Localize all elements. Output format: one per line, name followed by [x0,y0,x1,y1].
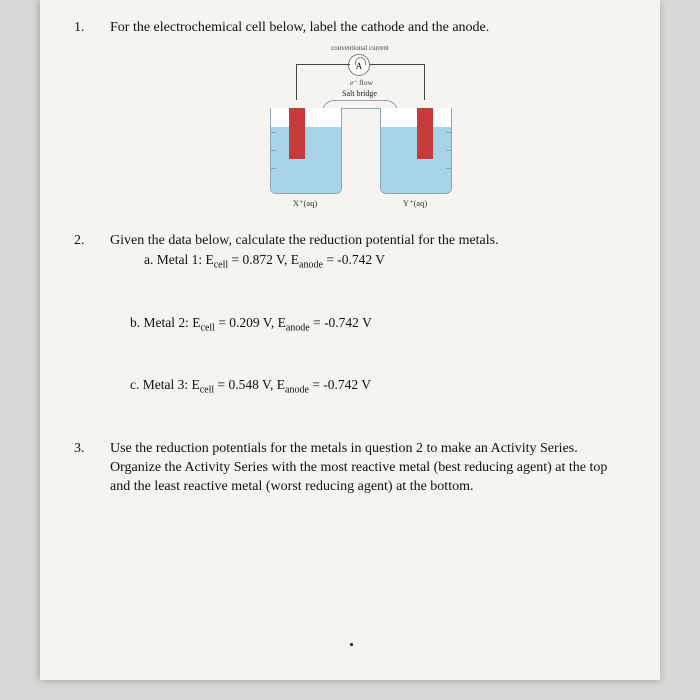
electron-flow-label: e⁻ flow [350,78,373,87]
q2-text: Given the data below, calculate the redu… [110,233,499,248]
wire [424,64,425,100]
q1-number: 1. [92,20,110,36]
tick-mark [270,132,276,133]
question-3: 3.Use the reduction potentials for the m… [110,440,630,497]
ammeter-icon: A [348,54,370,76]
question-1: 1.For the electrochemical cell below, la… [110,20,630,36]
q2-part-c: c. Metal 3: Ecell = 0.548 V, Eanode = -0… [130,377,630,396]
tick-mark [446,132,452,133]
worksheet-page: 1.For the electrochemical cell below, la… [40,0,660,680]
electrochemical-cell-diagram: conventional current A e⁻ flow Salt brid… [250,44,470,209]
electrode-x [289,108,305,159]
wire [296,64,350,65]
q2-part-a: a. Metal 1: Ecell = 0.872 V, Eanode = -0… [144,252,630,271]
beaker-right: Y [380,108,452,194]
q1-text: For the electrochemical cell below, labe… [110,20,489,35]
solution-left-label: X⁺(aq) [270,198,340,209]
question-2: 2.Given the data below, calculate the re… [110,233,630,249]
electrode-y [417,108,433,159]
tick-mark [446,150,452,151]
q2-part-b: b. Metal 2: Ecell = 0.209 V, Eanode = -0… [130,315,630,334]
conventional-current-label: conventional current [250,44,470,52]
tick-mark [270,168,276,169]
salt-bridge-label: Salt bridge [342,89,377,98]
solution [381,127,451,193]
solution [271,127,341,193]
tick-mark [446,168,452,169]
beaker-left: X [270,108,342,194]
q3-text: Use the reduction potentials for the met… [110,441,607,494]
q3-number: 3. [92,440,110,459]
solution-right-label: Y⁺(aq) [380,198,450,209]
page-mark [350,643,353,646]
wire [296,64,297,100]
wire [370,64,424,65]
tick-mark [270,150,276,151]
q2-number: 2. [92,233,110,249]
